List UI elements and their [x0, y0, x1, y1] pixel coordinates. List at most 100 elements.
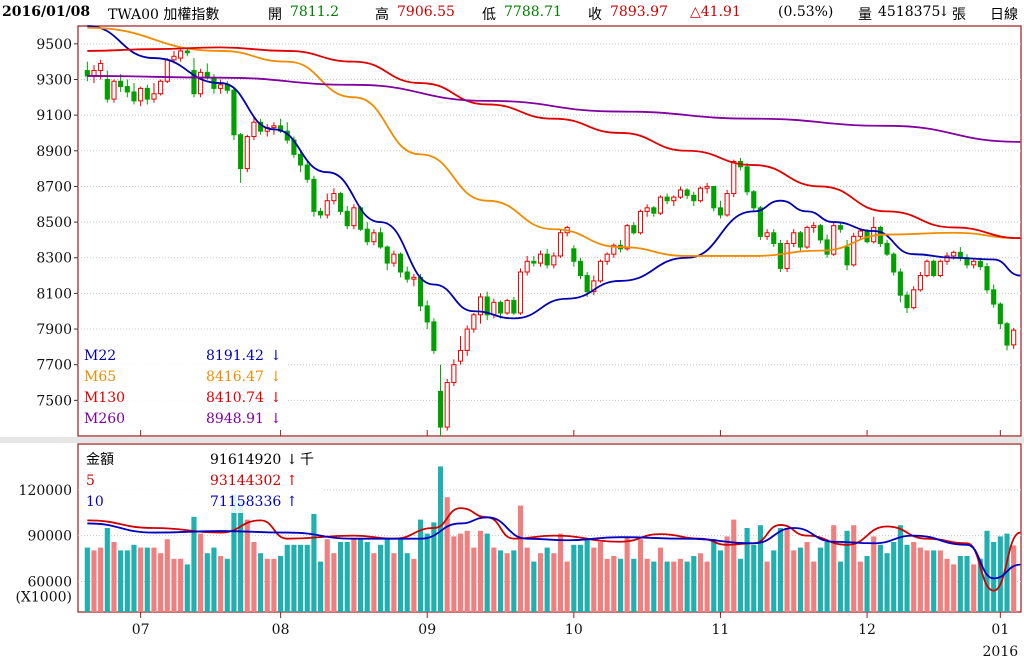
turnover-bar: [517, 505, 524, 612]
volume-label: 量: [858, 7, 872, 23]
candle-body: [111, 80, 117, 100]
turnover-bar: [484, 533, 490, 612]
turnover-legend-arrow-icon: ↑: [286, 473, 298, 489]
candle-body: [677, 189, 684, 198]
turnover-bar: [617, 558, 624, 612]
turnover-bar: [984, 530, 990, 612]
turnover-bar: [897, 525, 903, 612]
turnover-bar: [611, 556, 617, 612]
candle-body: [344, 210, 350, 227]
turnover-bar: [151, 547, 157, 612]
low-label: 低: [482, 7, 496, 23]
legend-arrow-icon: ↓: [270, 348, 282, 364]
candle-body: [138, 87, 144, 102]
candle-body: [857, 230, 863, 237]
turnover-bar: [291, 544, 297, 612]
candle-body: [891, 253, 897, 273]
x-year-label: 2016: [983, 644, 1019, 660]
turnover-bar: [817, 547, 823, 612]
candle-body: [511, 300, 517, 314]
turnover-bar: [397, 539, 404, 612]
turnover-bar: [997, 536, 1003, 612]
close-value: 7893.97: [610, 4, 668, 20]
legend-name-m130: M130: [84, 390, 125, 406]
turnover-bar: [164, 539, 170, 612]
candle-body: [411, 276, 417, 280]
turnover-bar: [604, 558, 610, 612]
candle-body: [298, 153, 304, 166]
turnover-bar: [937, 550, 943, 612]
candle-body: [124, 86, 130, 93]
ma-line-m130: [87, 46, 1021, 240]
candle-body: [184, 50, 190, 54]
candle-body: [811, 225, 817, 228]
turnover-bar: [477, 530, 484, 612]
turnover-bar: [671, 561, 677, 612]
turnover-bar: [324, 539, 330, 612]
candle-body: [817, 225, 823, 241]
candle-body: [637, 210, 644, 234]
turnover-bar: [871, 536, 877, 612]
candle-body: [218, 84, 224, 89]
turnover-bar: [577, 544, 584, 612]
candle-body: [457, 349, 464, 362]
turnover-bar: [851, 525, 857, 612]
turnover-bar: [977, 558, 983, 612]
turnover-bar: [457, 533, 464, 612]
turnover-bar: [777, 528, 783, 612]
turnover-bar: [971, 564, 977, 612]
candle-body: [311, 178, 317, 212]
candle-body: [571, 248, 577, 262]
candle-body: [351, 207, 357, 227]
turnover-bar: [471, 547, 477, 612]
candle-body: [757, 207, 763, 237]
turnover-bar: [464, 530, 470, 612]
turnover-bar: [551, 553, 557, 612]
volume-arrow-icon: ↓: [938, 4, 950, 20]
close-label: 收: [588, 7, 602, 23]
candle-body: [424, 305, 430, 323]
change-pct: (0.53%): [778, 4, 834, 20]
candle-body: [537, 253, 544, 264]
turnover-bar: [171, 558, 177, 612]
turnover-bar: [271, 558, 277, 612]
candle-body: [844, 246, 850, 266]
turnover-bar: [557, 533, 564, 612]
candle-body: [824, 239, 830, 255]
turnover-bar: [877, 544, 883, 612]
candle-body: [851, 235, 857, 266]
candle-body: [178, 50, 184, 59]
candle-body: [724, 193, 730, 216]
turnover-bar: [524, 547, 530, 612]
candle-body: [131, 91, 137, 102]
candle-body: [491, 301, 497, 316]
turnover-tick-label: 60000: [27, 574, 72, 590]
price-tick-label: 8700: [36, 179, 72, 195]
price-tick-label: 8900: [36, 144, 72, 160]
turnover-bar: [711, 539, 717, 612]
turnover-bar: [731, 519, 737, 612]
turnover-legend-value: 71158336: [210, 494, 281, 510]
candle-body: [577, 260, 584, 277]
turnover-bar: [784, 528, 790, 612]
turnover-bar: [624, 536, 630, 612]
turnover-bar: [724, 536, 730, 612]
candle-body: [144, 87, 150, 100]
turnover-bar: [537, 553, 544, 612]
turnover-legend-value: 93144302: [210, 473, 281, 489]
turnover-legend-name: 金額: [86, 452, 114, 468]
turnover-bar: [364, 542, 370, 612]
turnover-bar: [84, 547, 90, 612]
candle-body: [684, 189, 690, 196]
turnover-bar: [284, 544, 290, 612]
turnover-bar: [757, 525, 763, 612]
quote-header: 2016/01/08 TWA00 加權指數 開 7811.2 高 7906.55…: [0, 0, 1024, 26]
candle-body: [324, 200, 330, 216]
turnover-bar: [198, 533, 204, 612]
candle-body: [451, 364, 457, 384]
x-tick-label: 12: [858, 622, 876, 638]
candle-body: [437, 390, 444, 428]
turnover-bar: [111, 542, 117, 612]
candle-body: [371, 232, 377, 243]
candle-body: [464, 328, 470, 351]
